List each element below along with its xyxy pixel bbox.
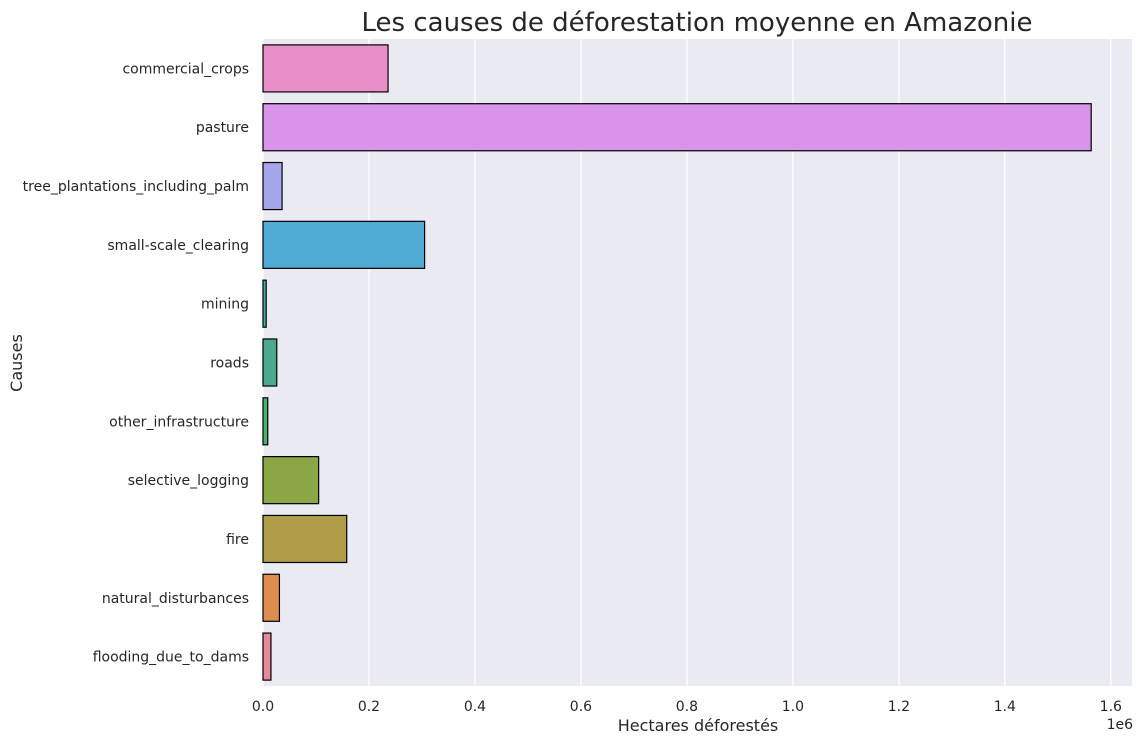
- y-tick-label: commercial_crops: [122, 61, 249, 77]
- chart-title: Les causes de déforestation moyenne en A…: [362, 8, 1033, 38]
- x-tick-label: 0.4: [464, 699, 486, 715]
- y-tick-label: small-scale_clearing: [107, 238, 249, 254]
- x-tick-labels: 0.0 0.2 0.4 0.6 0.8 1.0 1.2 1.4 1.6: [252, 699, 1122, 715]
- y-tick-label: other_infrastructure: [109, 414, 249, 430]
- bar-flooding_due_to_dams: [262, 632, 272, 681]
- x-axis-label: Hectares déforestés: [618, 716, 779, 735]
- x-tick-label: 1.4: [994, 699, 1016, 715]
- y-tick-label: natural_disturbances: [102, 591, 249, 607]
- x-tick-label: 0.6: [570, 699, 592, 715]
- bar-tree_plantations_including_palm: [262, 161, 283, 211]
- bar-small-scale_clearing: [262, 220, 426, 269]
- y-tick-label: mining: [201, 297, 249, 313]
- bar-other_infrastructure: [262, 397, 269, 446]
- x-tick-label: 1.6: [1100, 699, 1122, 715]
- x-tick-label: 0.2: [358, 699, 380, 715]
- x-tick-label: 0.8: [676, 699, 698, 715]
- y-tick-label: pasture: [196, 120, 249, 136]
- y-tick-label: flooding_due_to_dams: [93, 650, 249, 666]
- bar-selective_logging: [262, 456, 320, 505]
- bar-natural_disturbances: [262, 573, 281, 622]
- y-tick-label: selective_logging: [128, 473, 249, 489]
- x-tick-label: 1.2: [888, 699, 910, 715]
- bar-pasture: [262, 103, 1092, 152]
- bars: [262, 44, 1092, 681]
- bar-commercial_crops: [262, 44, 389, 93]
- x-tick-label: 1.0: [782, 699, 804, 715]
- y-axis-label: Causes: [7, 334, 26, 392]
- y-tick-label: tree_plantations_including_palm: [23, 179, 249, 195]
- x-axis-scale-label: 1e6: [1107, 717, 1134, 733]
- bar-mining: [262, 279, 267, 328]
- x-tick-label: 0.0: [252, 699, 274, 715]
- y-tick-label: fire: [226, 532, 249, 548]
- bar-roads: [262, 338, 278, 387]
- bar-fire: [262, 514, 348, 564]
- y-tick-label: roads: [210, 356, 249, 372]
